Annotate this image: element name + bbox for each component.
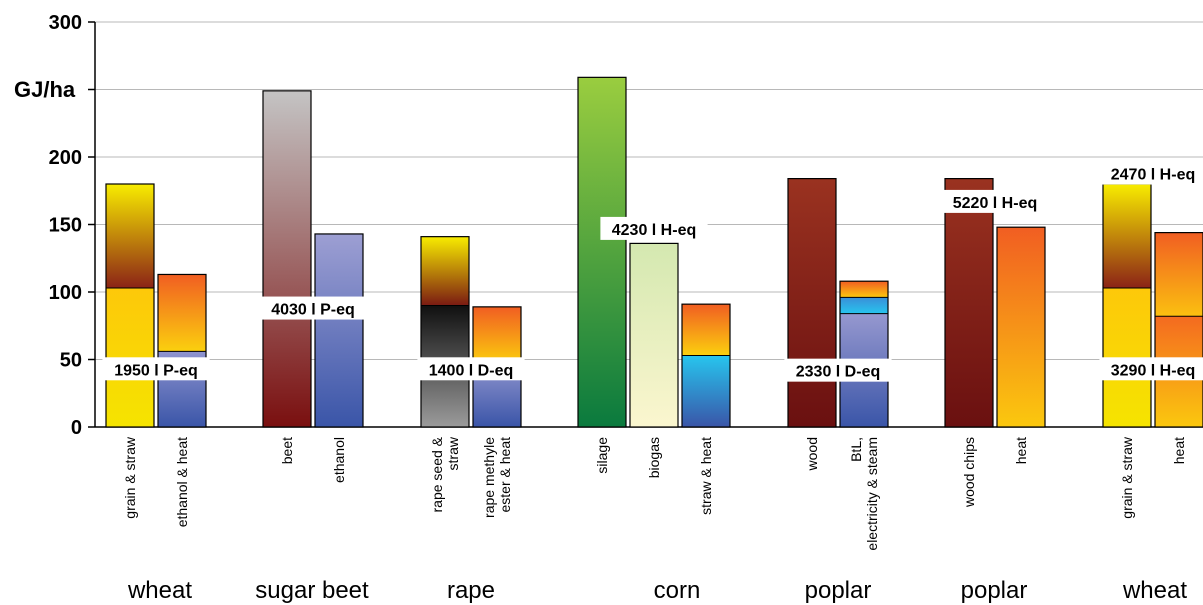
- bar-outline: [996, 226, 1046, 428]
- annotation-label: 1950 l P-eq: [114, 362, 198, 379]
- annotation-box: [600, 216, 708, 240]
- bar-segment: [788, 178, 836, 427]
- x-category-label: grain & straw: [1119, 436, 1135, 519]
- annotation-label: 1400 l D-eq: [429, 362, 513, 379]
- x-category-label: straw & heat: [698, 437, 714, 515]
- bar-outline: [314, 233, 364, 428]
- bar-segment: [578, 77, 626, 427]
- x-category-label: wood: [804, 437, 820, 471]
- bar-segment: [945, 178, 993, 427]
- y-tick-label: 50: [60, 350, 82, 372]
- group-label: corn: [654, 577, 701, 604]
- bar-segment: [315, 233, 363, 427]
- bar-outline: [157, 273, 207, 428]
- bar-outline: [787, 178, 837, 428]
- annotation-box: [784, 358, 892, 382]
- annotation-box: [941, 189, 1049, 213]
- y-tick-label: 0: [71, 417, 82, 439]
- bar-outline: [420, 236, 470, 428]
- bar-segment: [840, 281, 888, 298]
- bar-outline: [839, 280, 889, 428]
- annotation-box: [1099, 357, 1203, 381]
- bar-outline: [577, 76, 627, 428]
- annotation-box: [417, 357, 525, 381]
- bar-segment: [840, 297, 888, 314]
- bar-segment: [682, 355, 730, 427]
- y-tick-label: 200: [49, 147, 82, 169]
- y-tick-label: 150: [49, 215, 82, 237]
- bar-segment: [997, 227, 1045, 427]
- annotation-box: [259, 296, 367, 320]
- bar-outline: [944, 178, 994, 428]
- annotation-label: 2330 l D-eq: [796, 364, 880, 381]
- x-category-label: beet: [279, 437, 295, 464]
- x-category-label: grain & straw: [122, 436, 138, 519]
- bar-segment: [106, 184, 154, 288]
- y-axis: 0 50 100 150 200 300: [49, 12, 96, 439]
- bar-outline: [262, 90, 312, 428]
- group-label: rape: [447, 577, 495, 604]
- x-category-label: rape methyleester & heat: [481, 437, 513, 518]
- group-labels: wheat sugar beet rape corn poplar poplar wheat: [127, 577, 1187, 604]
- x-category-label: ethanol & heat: [174, 437, 190, 527]
- x-category-label: silage: [594, 437, 610, 474]
- bar-outline: [629, 242, 679, 428]
- bar-outline: [1154, 232, 1203, 428]
- annotation-box: [102, 357, 210, 381]
- group-label: poplar: [805, 577, 872, 604]
- x-category-label: heat: [1171, 437, 1187, 464]
- y-axis-label: GJ/ha: [14, 77, 76, 102]
- bars: [105, 76, 1203, 428]
- group-label: sugar beet: [255, 577, 369, 604]
- bar-segment: [263, 90, 311, 427]
- annotation-label: 2470 l H-eq: [1111, 167, 1195, 184]
- annotation-label: 4030 l P-eq: [271, 302, 355, 319]
- x-category-label: rape seed &straw: [429, 436, 461, 512]
- annotation-label: 4230 l H-eq: [612, 222, 696, 239]
- group-label: poplar: [961, 577, 1028, 604]
- bar-segment: [1155, 232, 1203, 317]
- bar-segment: [682, 304, 730, 356]
- annotation-label: 3290 l H-eq: [1111, 362, 1195, 379]
- annotations: 1950 l P-eq 4030 l P-eq 1400 l D-eq 4230 l …: [102, 161, 1203, 382]
- x-category-label: biogas: [646, 437, 662, 478]
- x-category-label: heat: [1013, 437, 1029, 464]
- annotation-box: [1099, 161, 1203, 185]
- x-axis-labels: grain & straw ethanol & heat beet ethanol ra…: [122, 436, 1187, 550]
- bar-segment: [158, 274, 206, 352]
- group-label: wheat: [1122, 577, 1187, 604]
- bar-segment: [1103, 184, 1151, 288]
- bar-segment: [421, 236, 469, 306]
- bar-segment: [473, 306, 521, 361]
- x-category-label: BtL,electricity & steam: [848, 437, 880, 551]
- annotation-label: 5220 l H-eq: [953, 195, 1037, 212]
- x-category-label: ethanol: [331, 437, 347, 483]
- bar-segment: [630, 243, 678, 427]
- y-tick-label: 100: [49, 282, 82, 304]
- group-label: wheat: [127, 577, 192, 604]
- bar-outline: [681, 303, 731, 428]
- y-tick-label: 300: [49, 12, 82, 34]
- bar-outline: [105, 183, 155, 428]
- x-category-label: wood chips: [961, 437, 977, 508]
